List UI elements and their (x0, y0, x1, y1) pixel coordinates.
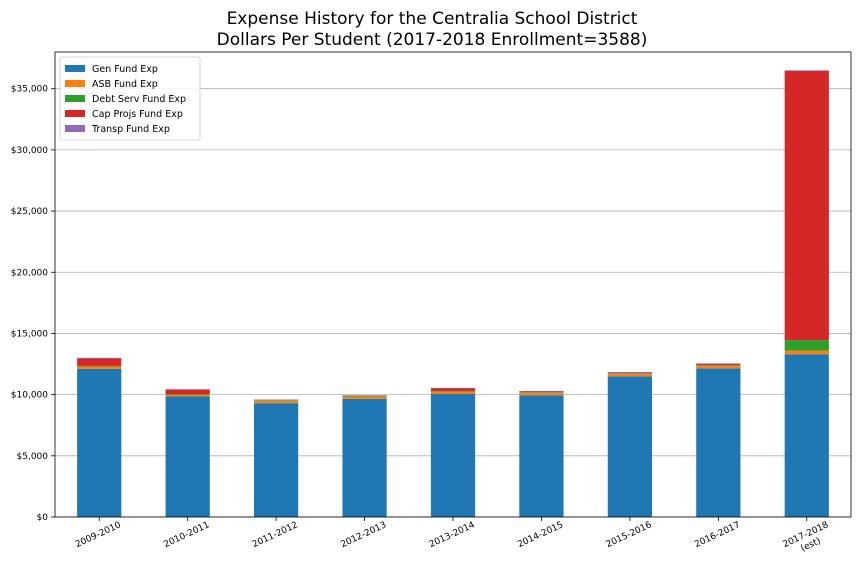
x-tick-label: 2009-2010 (74, 520, 123, 550)
legend-swatch (65, 125, 85, 132)
y-tick-label: $0 (37, 513, 49, 523)
x-tick-label: 2013-2014 (428, 520, 477, 550)
bar-segment (430, 388, 476, 391)
chart-title: Expense History for the Centralia School… (226, 9, 638, 29)
bar-segment (77, 358, 122, 366)
bar-segment (784, 350, 829, 355)
bar-segment (254, 399, 299, 401)
bar-segment (342, 396, 387, 399)
bar-segment (254, 403, 299, 517)
bar-segment (342, 395, 387, 396)
bar-segment (430, 387, 476, 389)
bar-segment (430, 391, 476, 395)
legend-label: Gen Fund Exp (92, 64, 158, 75)
legend-box (59, 56, 201, 141)
bar-segment (696, 365, 741, 366)
y-tick-label: $15,000 (11, 329, 48, 339)
bar-segment (165, 394, 210, 397)
y-tick-label: $30,000 (11, 146, 48, 156)
legend-label: Debt Serv Fund Exp (92, 94, 186, 105)
bar-segment (254, 400, 299, 404)
legend-swatch (65, 65, 85, 72)
bar-segment (696, 365, 741, 369)
bar-segment (519, 395, 564, 517)
bar-segment (165, 396, 210, 517)
bar-segment (607, 371, 652, 373)
bar-segment (430, 390, 476, 392)
bar-segment (519, 392, 564, 393)
bar-segment (784, 70, 829, 71)
x-tick-label: 2011-2012 (251, 520, 300, 550)
legend-label: Cap Projs Fund Exp (92, 109, 183, 120)
bar-segment (77, 365, 122, 367)
bar-segment (607, 373, 652, 374)
bar-segment (165, 389, 210, 395)
legend-swatch (65, 110, 85, 117)
bar-segment (784, 354, 829, 517)
x-tick-label: 2010-2011 (162, 520, 211, 550)
x-tick-label: 2012-2013 (339, 520, 388, 550)
bar-segment (784, 70, 829, 341)
y-tick-label: $25,000 (11, 207, 48, 217)
bar-segment (342, 395, 387, 397)
bar-segment (607, 376, 652, 517)
bar-segment (607, 372, 652, 374)
bar-segment (77, 357, 122, 359)
bar-segment (165, 389, 210, 390)
x-tick-label: 2015-2016 (605, 520, 654, 550)
legend-swatch (65, 80, 85, 87)
bar-segment (696, 364, 741, 366)
bar-segment (165, 394, 210, 395)
bar-segment (784, 340, 829, 351)
y-tick-label: $5,000 (17, 452, 49, 462)
legend-label: Transp Fund Exp (91, 124, 170, 135)
legend-swatch (65, 95, 85, 102)
y-tick-label: $20,000 (11, 268, 48, 278)
bar-segment (77, 366, 122, 369)
bar-segment (519, 392, 564, 396)
bar-segment (607, 373, 652, 377)
axes-frame (54, 51, 852, 518)
y-tick-label: $35,000 (11, 85, 48, 95)
x-tick-label: 2016-2017 (693, 520, 742, 550)
legend-label: ASB Fund Exp (92, 79, 158, 90)
bar-segment (519, 391, 564, 393)
bar-segment (519, 390, 564, 392)
bar-segment (696, 368, 741, 517)
x-tick-label: 2014-2015 (516, 520, 565, 550)
y-tick-label: $10,000 (11, 391, 48, 401)
bar-segment (696, 363, 741, 365)
bar-segment (254, 400, 299, 401)
chart-subtitle: Dollars Per Student (2017-2018 Enrollmen… (216, 30, 648, 50)
bar-segment (342, 398, 387, 517)
bar-segment (77, 368, 122, 517)
bar-segment (430, 394, 476, 517)
